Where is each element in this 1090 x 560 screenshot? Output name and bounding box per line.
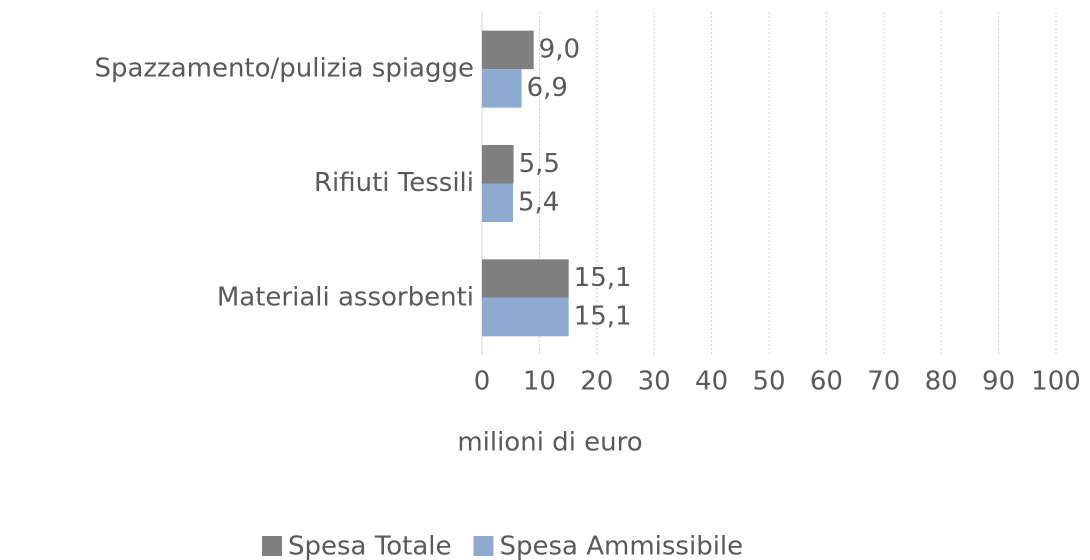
legend-label: Spesa Totale — [288, 532, 451, 560]
value-label: 15,1 — [574, 263, 632, 293]
bar — [482, 259, 569, 298]
x-tick-label: 50 — [752, 367, 785, 397]
y-tick-label: Rifiuti Tessili — [314, 168, 474, 198]
x-axis-title: milioni di euro — [457, 428, 642, 458]
legend-swatch — [473, 536, 494, 556]
bar — [482, 183, 513, 222]
bar — [482, 145, 514, 184]
bar — [482, 69, 522, 108]
value-label: 5,5 — [519, 149, 560, 179]
value-label: 5,4 — [518, 187, 559, 217]
legend-label: Spesa Ammissibile — [499, 532, 743, 560]
x-tick-label: 0 — [474, 367, 491, 397]
value-label: 6,9 — [527, 73, 568, 103]
bar — [482, 297, 569, 337]
x-tick-label: 100 — [1031, 367, 1081, 397]
x-tick-label: 40 — [695, 367, 728, 397]
y-tick-label: Materiali assorbenti — [217, 282, 474, 312]
legend-swatch — [262, 536, 282, 556]
x-tick-label: 60 — [810, 367, 843, 397]
x-tick-label: 30 — [638, 367, 671, 397]
x-tick-label: 90 — [982, 367, 1015, 397]
bar — [482, 30, 534, 70]
value-label: 15,1 — [574, 302, 632, 332]
x-tick-label: 10 — [523, 367, 556, 397]
x-tick-label: 80 — [925, 367, 958, 397]
y-tick-label: Spazzamento/pulizia spiagge — [94, 54, 474, 84]
value-label: 9,0 — [539, 34, 580, 64]
x-tick-label: 20 — [580, 367, 613, 397]
x-tick-label: 70 — [867, 367, 900, 397]
